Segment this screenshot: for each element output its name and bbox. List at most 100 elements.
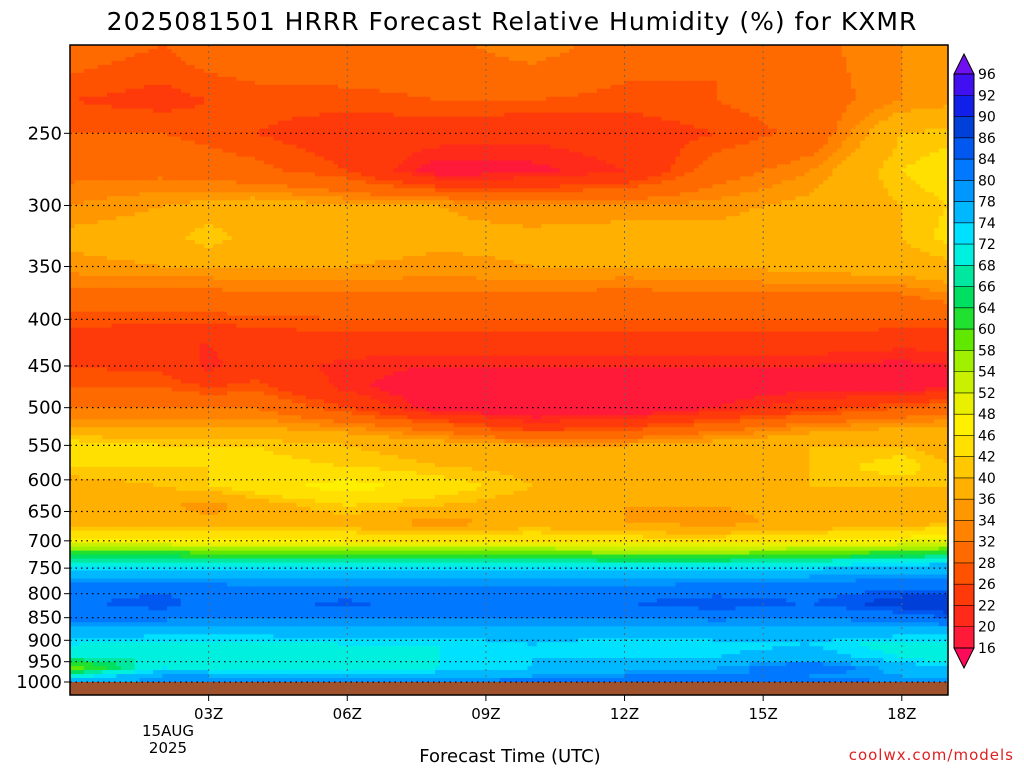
rh-contour-cell: [407, 97, 412, 102]
rh-contour-cell: [449, 93, 454, 98]
rh-contour-cell: [389, 101, 394, 106]
rh-contour-cell: [851, 93, 856, 98]
rh-contour-cell: [874, 85, 879, 90]
rh-contour-cell: [514, 49, 519, 54]
rh-contour-cell: [578, 77, 583, 82]
rh-contour-cell: [934, 81, 939, 86]
rh-contour-cell: [722, 61, 727, 66]
rh-contour-cell: [324, 53, 329, 58]
rh-contour-cell: [273, 65, 278, 70]
rh-contour-cell: [444, 53, 449, 58]
rh-contour-cell: [88, 105, 93, 110]
rh-contour-cell: [264, 69, 269, 74]
rh-contour-cell: [712, 49, 717, 54]
rh-contour-cell: [722, 49, 727, 54]
rh-contour-cell: [731, 81, 736, 86]
rh-contour-cell: [796, 105, 801, 110]
rh-contour-cell: [796, 109, 801, 114]
rh-contour-cell: [856, 97, 861, 102]
rh-contour-cell: [403, 65, 408, 70]
rh-contour-cell: [310, 85, 315, 90]
rh-contour-cell: [504, 49, 509, 54]
rh-contour-cell: [638, 77, 643, 82]
rh-contour-cell: [620, 53, 625, 58]
rh-contour-cell: [357, 57, 362, 62]
rh-contour-cell: [685, 89, 690, 94]
rh-contour-cell: [472, 81, 477, 86]
rh-contour-cell: [88, 89, 93, 94]
rh-contour-cell: [232, 105, 237, 110]
rh-contour-cell: [199, 93, 204, 98]
rh-contour-cell: [860, 105, 865, 110]
rh-contour-cell: [112, 69, 117, 74]
rh-contour-cell: [407, 81, 412, 86]
rh-contour-cell: [735, 85, 740, 90]
rh-contour-cell: [523, 81, 528, 86]
rh-contour-cell: [218, 117, 223, 122]
rh-contour-cell: [449, 73, 454, 78]
rh-contour-cell: [255, 81, 260, 86]
rh-contour-cell: [860, 113, 865, 118]
rh-contour-cell: [740, 73, 745, 78]
rh-contour-cell: [546, 97, 551, 102]
rh-contour-cell: [199, 85, 204, 90]
rh-contour-cell: [837, 89, 842, 94]
rh-contour-cell: [939, 81, 944, 86]
rh-contour-cell: [698, 93, 703, 98]
rh-contour-cell: [255, 109, 260, 114]
rh-contour-cell: [149, 49, 154, 54]
rh-contour-cell: [153, 49, 158, 54]
rh-contour-cell: [472, 49, 477, 54]
rh-contour-cell: [407, 77, 412, 82]
rh-contour-cell: [454, 73, 459, 78]
rh-contour-cell: [657, 101, 662, 106]
rh-contour-cell: [213, 77, 218, 82]
rh-contour-cell: [717, 97, 722, 102]
rh-contour-cell: [934, 61, 939, 66]
rh-contour-cell: [389, 113, 394, 118]
rh-contour-cell: [320, 89, 325, 94]
rh-contour-cell: [832, 81, 837, 86]
rh-contour-cell: [643, 93, 648, 98]
rh-contour-cell: [421, 109, 426, 114]
rh-contour-cell: [819, 97, 824, 102]
rh-contour-cell: [832, 105, 837, 110]
rh-contour-cell: [717, 93, 722, 98]
rh-contour-cell: [856, 89, 861, 94]
rh-contour-cell: [199, 113, 204, 118]
rh-contour-cell: [680, 97, 685, 102]
rh-contour-cell: [712, 77, 717, 82]
rh-contour-cell: [694, 73, 699, 78]
rh-contour-cell: [809, 97, 814, 102]
rh-contour-cell: [532, 89, 537, 94]
rh-contour-cell: [112, 49, 117, 54]
rh-contour-cell: [768, 85, 773, 90]
rh-contour-cell: [162, 53, 167, 58]
rh-contour-cell: [98, 53, 103, 58]
rh-contour-cell: [930, 81, 935, 86]
rh-contour-cell: [791, 109, 796, 114]
rh-contour-cell: [130, 113, 135, 118]
rh-contour-cell: [551, 73, 556, 78]
rh-contour-cell: [467, 89, 472, 94]
rh-contour-cell: [149, 57, 154, 62]
rh-contour-cell: [712, 113, 717, 118]
rh-contour-cell: [486, 89, 491, 94]
rh-contour-cell: [375, 101, 380, 106]
rh-contour-cell: [167, 57, 172, 62]
rh-contour-cell: [153, 65, 158, 70]
rh-contour-cell: [754, 53, 759, 58]
rh-contour-cell: [685, 65, 690, 70]
rh-contour-cell: [227, 69, 232, 74]
rh-contour-cell: [541, 81, 546, 86]
rh-contour-cell: [874, 69, 879, 74]
rh-contour-cell: [717, 65, 722, 70]
rh-contour-cell: [352, 117, 357, 122]
rh-contour-cell: [527, 97, 532, 102]
rh-contour-cell: [541, 93, 546, 98]
rh-contour-cell: [278, 69, 283, 74]
rh-contour-cell: [273, 57, 278, 62]
rh-contour-cell: [449, 53, 454, 58]
rh-contour-cell: [250, 113, 255, 118]
rh-contour-cell: [366, 117, 371, 122]
